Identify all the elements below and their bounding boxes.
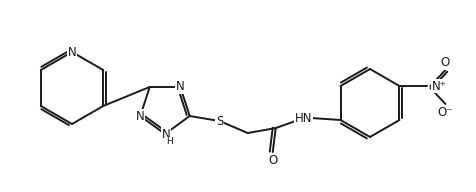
Text: O⁻: O⁻ [437, 105, 452, 118]
Text: O: O [440, 56, 449, 70]
Text: S: S [216, 115, 223, 127]
Text: N: N [68, 46, 76, 59]
Text: H: H [166, 137, 173, 146]
Text: HN: HN [294, 112, 312, 125]
Text: N: N [176, 80, 184, 94]
Text: O: O [268, 154, 277, 166]
Text: N⁺: N⁺ [430, 79, 446, 93]
Text: N: N [161, 127, 170, 141]
Text: N: N [136, 109, 144, 122]
